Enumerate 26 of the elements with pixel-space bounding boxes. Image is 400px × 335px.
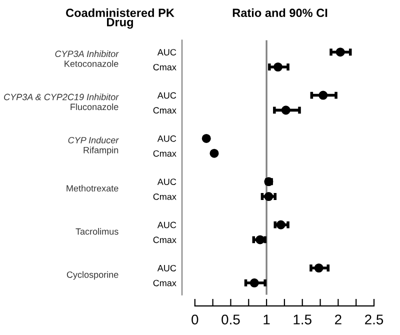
y-tick-label: AUC — [157, 135, 176, 142]
y-tick-label: AUC — [157, 178, 176, 186]
text: Cyclosporine — [66, 271, 118, 280]
x-tick-label: 0.5 — [222, 314, 240, 324]
text: Coadministered PK Drug — [66, 8, 174, 29]
y-tick-label: Cmax — [153, 194, 176, 200]
y-tick-label: Cmax — [153, 107, 176, 114]
text: Methotrexate — [66, 184, 118, 192]
y-tick-label: AUC — [157, 49, 176, 56]
y-tick-label: Cmax — [153, 150, 176, 157]
y-tick-label: AUC — [157, 222, 176, 228]
text: CYP Inducer Rifampin — [68, 136, 119, 156]
chart-title: Ratio and 90% CI — [232, 8, 328, 18]
text: Tacrolimus — [76, 228, 118, 235]
x-tick-label: 2 — [335, 314, 342, 324]
x-tick-label: 2.5 — [365, 314, 384, 324]
x-tick-label: 1 — [264, 314, 270, 324]
y-tick-label: AUC — [157, 264, 176, 272]
y-tick-label: Cmax — [153, 236, 176, 244]
x-tick-label: 0 — [192, 314, 198, 324]
y-tick-label: Cmax — [153, 64, 176, 70]
y-tick-label: AUC — [157, 92, 176, 99]
text: CYP3A & CYP2C19 Inhibitor Fluconazole — [4, 94, 119, 110]
x-tick-label: 1.5 — [294, 314, 312, 324]
y-tick-label: Cmax — [153, 280, 176, 286]
text: CYP3A Inhibitor Ketoconazole — [55, 50, 119, 67]
